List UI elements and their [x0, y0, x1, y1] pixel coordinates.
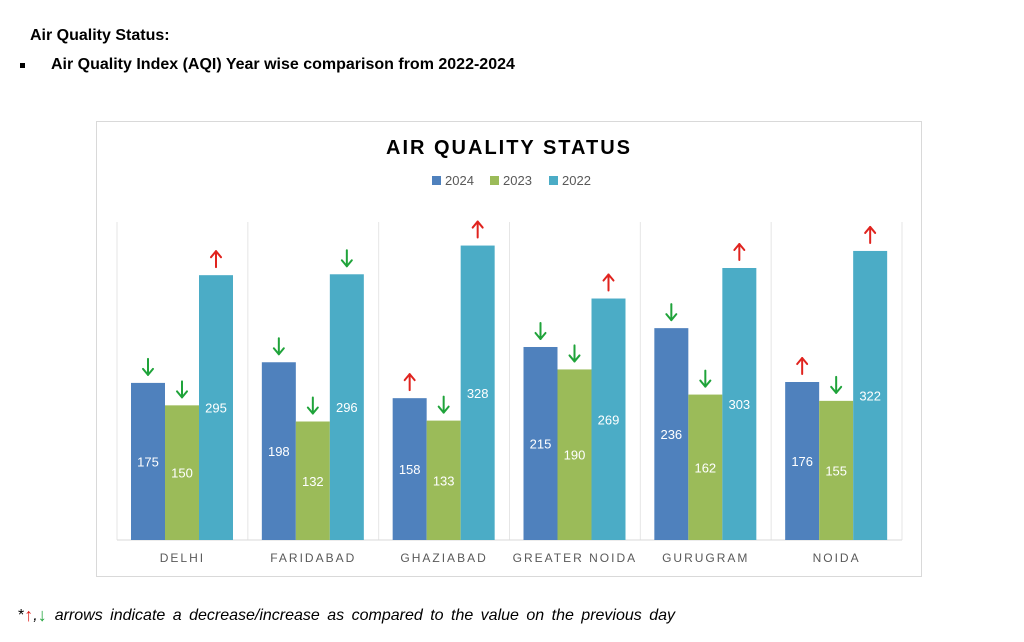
down-arrow-icon-gurugram-2024: [665, 303, 678, 322]
category-label-delhi: DELHI: [160, 551, 205, 565]
down-arrow-icon-greater-noida-2024: [534, 321, 547, 340]
footnote: * ↑ , ↓ arrows indicate a decrease/incre…: [18, 605, 675, 626]
up-arrow-icon-noida-2024: [796, 357, 809, 376]
bar-value-delhi-2023: 150: [171, 466, 193, 481]
legend-label-2023: 2023: [503, 173, 532, 188]
legend-swatch-2023: [490, 176, 499, 185]
bar-value-greater-noida-2022: 269: [598, 412, 620, 427]
down-arrow-icon-greater-noida-2023: [568, 344, 581, 363]
bar-noida-2024: [785, 382, 820, 540]
bar-faridabad-2022: [329, 274, 364, 540]
up-arrow-icon-ghaziabad-2024: [403, 373, 416, 392]
down-arrow-icon-ghaziabad-2023: [437, 395, 450, 414]
bar-delhi-2024: [131, 382, 165, 540]
category-label-ghaziabad: GHAZIABAD: [400, 551, 487, 565]
aqi-bar-chart: AIR QUALITY STATUS 2024 2023 2022 175 150 29…: [116, 137, 903, 565]
up-arrow-icon: ↑: [24, 605, 34, 625]
down-arrow-icon-faridabad-2022: [340, 249, 353, 268]
legend-label-2022: 2022: [562, 173, 591, 188]
bar-value-noida-2024: 176: [791, 454, 813, 469]
subheading-text: Air Quality Index (AQI) Year wise compar…: [51, 56, 515, 73]
bar-gurugram-2023: [688, 394, 723, 540]
bar-ghaziabad-2022: [460, 245, 495, 541]
bar-value-delhi-2024: 175: [137, 454, 159, 469]
bar-greater-noida-2022: [591, 298, 626, 540]
bar-noida-2023: [819, 400, 854, 540]
down-arrow-icon-faridabad-2023: [306, 396, 319, 415]
chart-title: AIR QUALITY STATUS: [386, 137, 632, 159]
bar-ghaziabad-2024: [392, 398, 427, 540]
chart-frame: AIR QUALITY STATUS 2024 2023 2022 175 150 29…: [96, 121, 922, 577]
bar-value-gurugram-2023: 162: [694, 460, 716, 475]
category-label-noida: NOIDA: [813, 551, 861, 565]
bar-delhi-2023: [165, 405, 199, 540]
bar-value-ghaziabad-2024: 158: [399, 462, 421, 477]
bar-value-gurugram-2024: 236: [660, 427, 682, 442]
bar-value-ghaziabad-2022: 328: [467, 386, 489, 401]
bar-value-labels: 175 150 295 198 132 296 158 133 328 215 190 269 236 1…: [137, 386, 881, 489]
bar-value-noida-2023: 155: [825, 463, 847, 478]
page-heading: Air Quality Status:: [30, 27, 170, 44]
bar-delhi-2022: [199, 275, 233, 540]
bar-value-noida-2022: 322: [859, 388, 881, 403]
category-labels: DELHI FARIDABAD GHAZIABAD GREATER NOIDA GURU…: [160, 551, 861, 565]
bar-greater-noida-2024: [523, 346, 558, 540]
footnote-star: *: [18, 606, 25, 624]
legend-swatch-2024: [432, 176, 441, 185]
change-arrows: [142, 220, 877, 415]
up-arrow-icon-ghaziabad-2022: [471, 220, 484, 239]
down-arrow-icon-noida-2023: [830, 375, 843, 394]
category-label-gurugram: GURUGRAM: [662, 551, 749, 565]
bar-faridabad-2023: [295, 421, 330, 540]
down-arrow-icon: ↓: [37, 605, 47, 625]
bar-greater-noida-2023: [557, 369, 592, 540]
footnote-separator: ,: [33, 606, 38, 624]
bar-ghaziabad-2023: [426, 420, 461, 540]
up-arrow-icon-noida-2022: [864, 225, 877, 244]
footnote-text: arrows indicate a decrease/increase as c…: [54, 606, 676, 624]
bar-value-greater-noida-2023: 190: [564, 448, 586, 463]
chart-legend: 2024 2023 2022: [432, 173, 591, 188]
legend-swatch-2022: [549, 176, 558, 185]
category-label-faridabad: FARIDABAD: [270, 551, 356, 565]
up-arrow-icon-delhi-2022: [210, 250, 222, 269]
down-arrow-icon-delhi-2024: [142, 357, 154, 376]
down-arrow-icon-delhi-2023: [176, 380, 188, 399]
bullet-icon: [20, 62, 25, 68]
bar-value-greater-noida-2024: 215: [530, 436, 552, 451]
bar-gurugram-2024: [654, 328, 689, 540]
bar-value-faridabad-2022: 296: [336, 400, 358, 415]
up-arrow-icon-gurugram-2022: [733, 242, 746, 261]
chart-bars: [131, 245, 888, 541]
down-arrow-icon-faridabad-2024: [272, 337, 285, 356]
down-arrow-icon-gurugram-2023: [699, 369, 712, 388]
bar-value-gurugram-2022: 303: [728, 397, 750, 412]
bar-value-faridabad-2024: 198: [268, 444, 290, 459]
bar-value-faridabad-2023: 132: [302, 474, 324, 489]
bar-faridabad-2024: [261, 362, 296, 540]
category-dividers: [116, 222, 903, 541]
page-subheading: Air Quality Index (AQI) Year wise compar…: [20, 56, 515, 74]
up-arrow-icon-greater-noida-2022: [602, 273, 615, 292]
bar-gurugram-2022: [722, 267, 757, 540]
bar-noida-2022: [853, 250, 888, 540]
bar-value-delhi-2022: 295: [205, 401, 227, 416]
legend-label-2024: 2024: [445, 173, 474, 188]
bar-value-ghaziabad-2023: 133: [433, 473, 455, 488]
category-label-greater-noida: GREATER NOIDA: [513, 551, 637, 565]
